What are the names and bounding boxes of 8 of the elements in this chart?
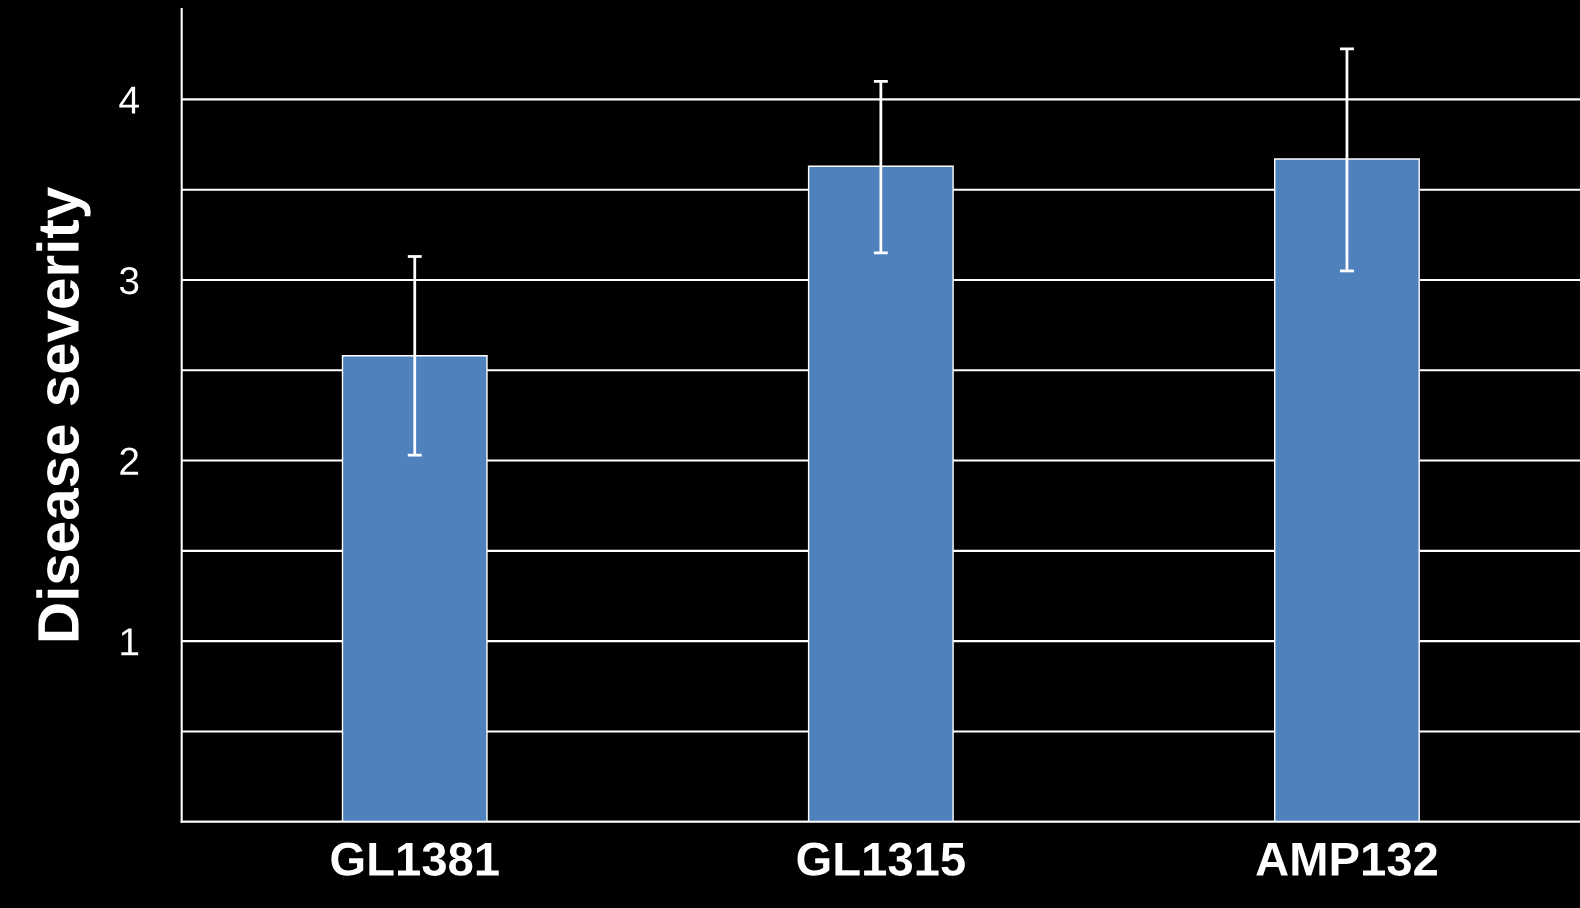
y-tick-label: 1	[121, 628, 139, 656]
x-tick-label: GL1315	[797, 842, 965, 876]
y-tick-label: 3	[119, 266, 139, 295]
x-tick-label: AMP132	[1256, 842, 1437, 876]
x-tick-label: GL1381	[331, 842, 499, 876]
y-tick-label: 4	[119, 86, 139, 114]
y-axis-title: Disease severity	[36, 187, 91, 641]
y-tick-label: 2	[120, 447, 139, 475]
